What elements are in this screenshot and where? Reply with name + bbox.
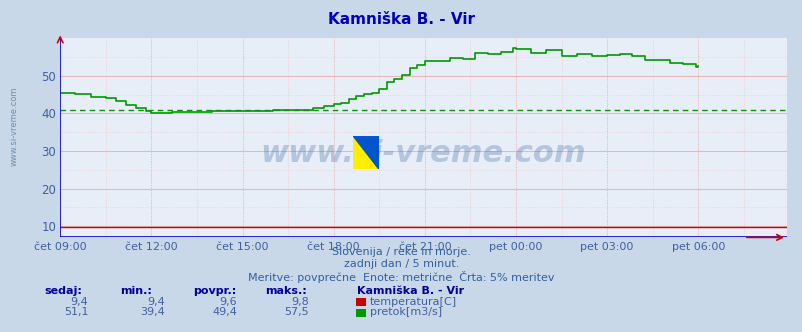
Text: www.si-vreme.com: www.si-vreme.com	[10, 86, 18, 166]
Text: 39,4: 39,4	[140, 307, 164, 317]
Text: Meritve: povprečne  Enote: metrične  Črta: 5% meritev: Meritve: povprečne Enote: metrične Črta:…	[248, 271, 554, 283]
Text: pretok[m3/s]: pretok[m3/s]	[370, 307, 442, 317]
Text: Kamniška B. - Vir: Kamniška B. - Vir	[357, 286, 464, 296]
Text: min.:: min.:	[120, 286, 152, 296]
Polygon shape	[353, 136, 379, 169]
Text: www.si-vreme.com: www.si-vreme.com	[261, 139, 585, 168]
Text: 51,1: 51,1	[63, 307, 88, 317]
Text: Kamniška B. - Vir: Kamniška B. - Vir	[327, 12, 475, 27]
Text: temperatura[C]: temperatura[C]	[370, 297, 456, 307]
Text: 57,5: 57,5	[284, 307, 309, 317]
Text: 9,8: 9,8	[291, 297, 309, 307]
Text: 9,4: 9,4	[71, 297, 88, 307]
Text: Slovenija / reke in morje.: Slovenija / reke in morje.	[332, 247, 470, 257]
Text: sedaj:: sedaj:	[44, 286, 82, 296]
Text: maks.:: maks.:	[265, 286, 306, 296]
Polygon shape	[353, 136, 379, 169]
Text: zadnji dan / 5 minut.: zadnji dan / 5 minut.	[343, 259, 459, 269]
Text: 9,6: 9,6	[219, 297, 237, 307]
Text: 9,4: 9,4	[147, 297, 164, 307]
Text: 49,4: 49,4	[212, 307, 237, 317]
Text: povpr.:: povpr.:	[192, 286, 236, 296]
